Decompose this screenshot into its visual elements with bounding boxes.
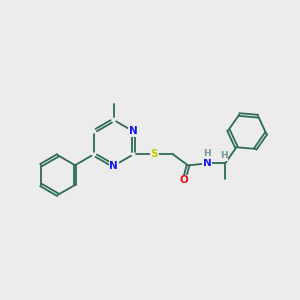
Text: H: H	[203, 149, 211, 158]
Text: H: H	[220, 151, 227, 160]
Text: N: N	[202, 158, 211, 168]
Text: N: N	[109, 161, 118, 171]
Text: O: O	[180, 176, 188, 185]
Text: N: N	[129, 126, 138, 136]
Text: S: S	[150, 149, 158, 159]
